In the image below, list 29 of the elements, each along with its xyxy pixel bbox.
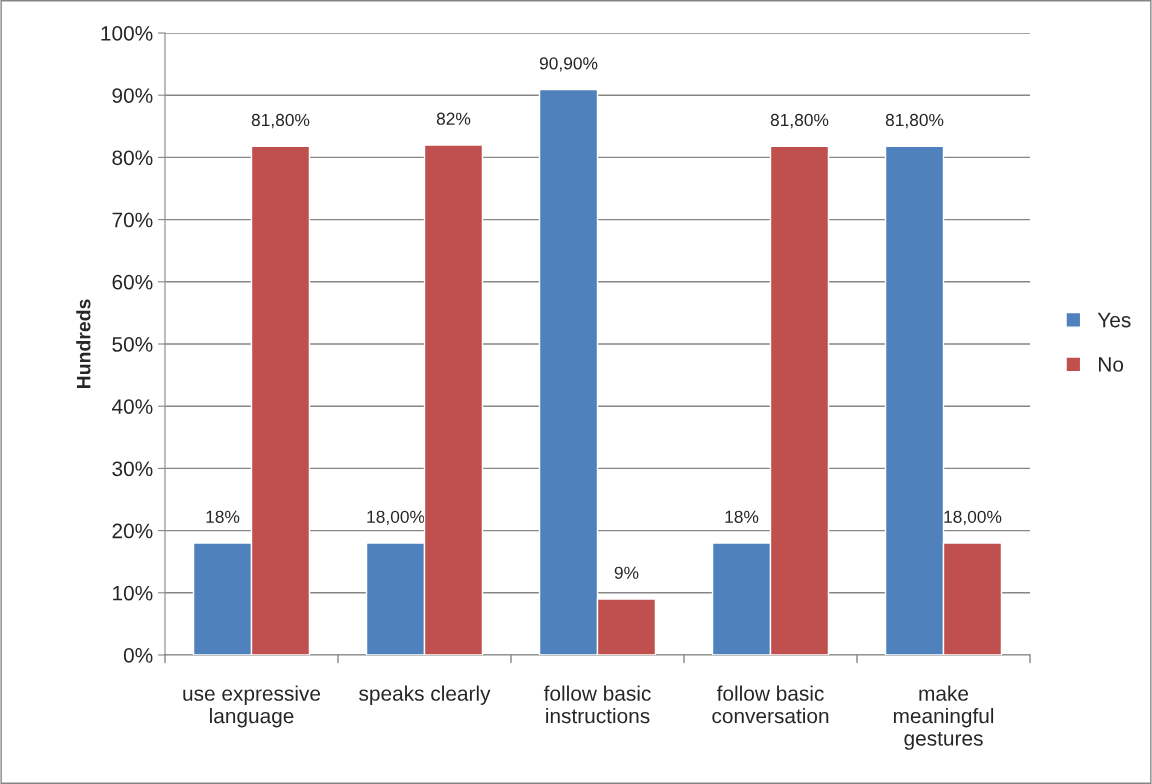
x-tick-label: follow basic conversation xyxy=(712,685,829,724)
legend-label: No xyxy=(1099,357,1124,372)
data-label: 81,80% xyxy=(770,113,829,129)
data-label: 81,80% xyxy=(251,113,310,129)
y-axis-title: Hundreds xyxy=(76,299,91,389)
y-tick-label: 40% xyxy=(111,399,153,414)
data-label: 9% xyxy=(614,566,639,579)
data-label: 18,00% xyxy=(944,510,1002,525)
y-tick-label: 90% xyxy=(112,88,153,103)
data-label: 90,90% xyxy=(539,57,598,72)
data-label: 18% xyxy=(206,510,240,523)
x-tick-label: follow basic instructions xyxy=(543,685,651,724)
y-tick-label: 50% xyxy=(112,337,153,352)
y-tick-label: 100% xyxy=(101,26,153,41)
x-tick-label: use expressive language xyxy=(183,685,321,728)
x-tick-label: make meaningful gestures xyxy=(893,685,994,750)
data-label: 18,00% xyxy=(367,510,425,525)
y-tick-label: 80% xyxy=(112,150,153,166)
data-label: 82% xyxy=(436,112,471,125)
y-tick-label: 70% xyxy=(112,212,153,228)
y-tick-label: 10% xyxy=(113,585,153,601)
legend-label: Yes xyxy=(1097,312,1131,328)
data-label: 81,80% xyxy=(885,113,944,129)
x-tick-label: speaks clearly xyxy=(359,685,491,705)
y-tick-label: 0% xyxy=(123,648,153,663)
y-tick-label: 60% xyxy=(112,274,153,290)
y-tick-label: 20% xyxy=(112,523,153,539)
y-tick-label: 30% xyxy=(112,461,153,477)
data-label: 18% xyxy=(725,510,759,523)
